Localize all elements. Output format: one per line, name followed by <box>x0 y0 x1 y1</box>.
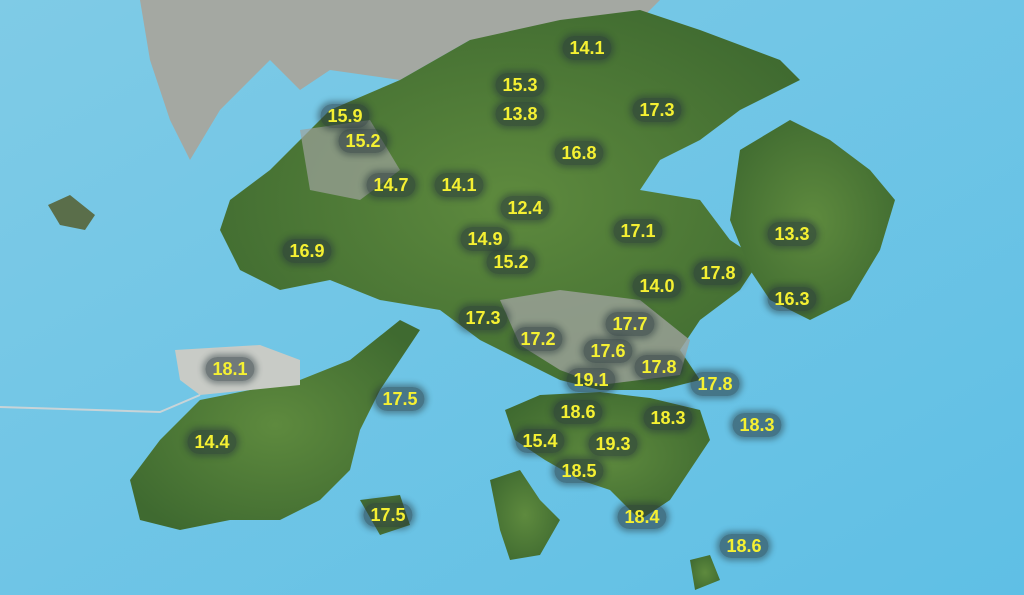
temperature-label: 17.8 <box>693 261 743 285</box>
temperature-label: 17.1 <box>613 219 663 243</box>
temperature-label: 16.8 <box>554 141 604 165</box>
temperature-label: 16.3 <box>767 287 817 311</box>
island-west <box>48 195 95 230</box>
temperature-label: 19.1 <box>566 368 616 392</box>
temperature-label: 14.0 <box>632 274 682 298</box>
temperature-label: 14.9 <box>460 227 510 251</box>
temperature-label: 12.4 <box>500 196 550 220</box>
temperature-label: 17.5 <box>375 387 425 411</box>
temperature-label: 15.9 <box>320 104 370 128</box>
temperature-label: 18.3 <box>732 413 782 437</box>
temperature-label: 14.7 <box>366 173 416 197</box>
lamma-island <box>490 470 560 560</box>
temperature-label: 17.8 <box>690 372 740 396</box>
temperature-label: 17.8 <box>634 355 684 379</box>
temperature-label: 18.1 <box>205 357 255 381</box>
temperature-label: 13.8 <box>495 102 545 126</box>
temperature-label: 18.3 <box>643 406 693 430</box>
temperature-label: 17.3 <box>458 306 508 330</box>
temperature-label: 19.3 <box>588 432 638 456</box>
temperature-label: 17.2 <box>513 327 563 351</box>
temperature-label: 18.6 <box>553 400 603 424</box>
temperature-label: 17.7 <box>605 312 655 336</box>
temperature-label: 16.9 <box>282 239 332 263</box>
temperature-label: 17.3 <box>632 98 682 122</box>
temperature-label: 14.1 <box>562 36 612 60</box>
temperature-label: 17.6 <box>583 339 633 363</box>
sai-kung <box>730 120 895 320</box>
temperature-label: 15.3 <box>495 73 545 97</box>
lamma-island-small <box>690 555 720 590</box>
temperature-label: 17.5 <box>363 503 413 527</box>
bridge <box>0 394 201 414</box>
temperature-label: 13.3 <box>767 222 817 246</box>
lantau-island <box>130 320 420 530</box>
temperature-label: 14.1 <box>434 173 484 197</box>
temperature-label: 18.4 <box>617 505 667 529</box>
temperature-label: 14.4 <box>187 430 237 454</box>
temperature-label: 15.2 <box>486 250 536 274</box>
temperature-label: 15.2 <box>338 129 388 153</box>
temperature-label: 15.4 <box>515 429 565 453</box>
temperature-label: 18.6 <box>719 534 769 558</box>
temperature-label: 18.5 <box>554 459 604 483</box>
